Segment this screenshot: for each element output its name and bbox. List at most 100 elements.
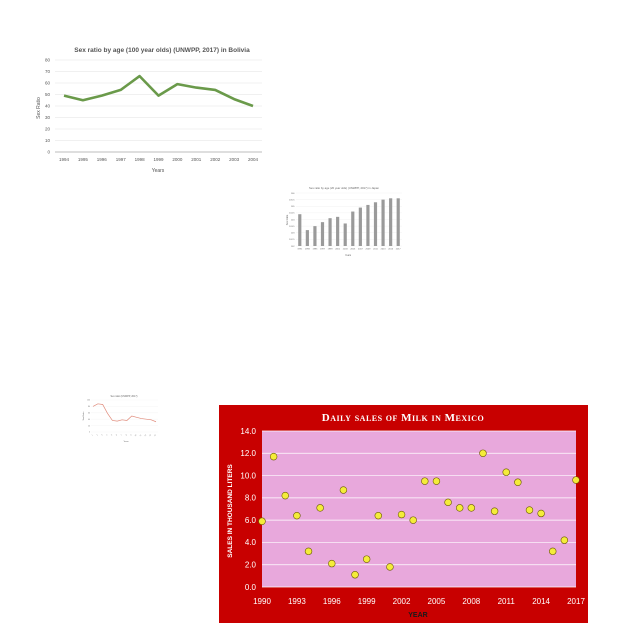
data-point [351,571,359,579]
x-tick-label: 1990 [253,597,271,606]
y-tick-label: 104.5 [289,213,295,215]
y-tick-label: 0 [89,432,90,434]
chart-title: Sex ratio by age (20 year olds) (UNWPP, … [309,186,379,190]
data-point [525,506,534,514]
x-tick-label: 13 [149,434,152,437]
x-tick-label: 2009 [365,249,371,251]
data-point [386,563,394,571]
x-tick-label: 1996 [323,597,341,606]
plot-area [262,431,576,587]
y-tick-label: 80 [88,406,90,408]
data-point [281,491,289,500]
y-axis-label: Sex Ratio [286,214,289,225]
y-tick-label: 60 [45,81,51,86]
x-tick-label: 1996 [97,157,108,162]
y-tick-label: 105.5 [289,199,295,201]
x-tick-label: 2011 [498,597,516,606]
bolivia-chart-svg: Sex ratio by age (100 year olds) (UNWPP,… [36,47,262,174]
data-point [339,486,348,494]
x-tick-label: 2013 [381,249,387,251]
bar [351,211,355,246]
x-tick-label: 2008 [462,597,480,606]
x-tick-label: 4 [106,434,108,436]
data-point [269,452,278,461]
y-tick-label: 14.0 [240,427,256,436]
y-axis-label: Sex Ratio [36,97,42,119]
x-axis-label: Year [408,612,427,619]
data-point [444,498,452,507]
small-line-chart-svg: Sex ratio (UNWPP, 2017) Sex Ratio Years … [82,395,158,443]
chart-title: Daily sales of Milk in Mexico [322,412,484,424]
data-point [572,476,580,484]
x-tick-label: 1991 [297,249,303,251]
y-tick-label: 30 [45,115,51,120]
x-tick-label: 2017 [567,597,585,606]
x-tick-label: 2001 [191,157,202,162]
data-point [362,555,371,563]
y-tick-label: 6.0 [245,516,257,525]
y-tick-label: 20 [45,127,51,132]
x-tick-label: 2002 [393,597,411,606]
data-point [304,547,313,556]
y-tick-label: 0.0 [245,583,257,592]
bar [313,226,317,246]
y-tick-label: 103.5 [289,226,295,228]
x-tick-label: 12 [144,434,147,437]
x-tick-label: 9 [130,434,132,436]
chart-title: Sex ratio by age (100 year olds) (UNWPP,… [74,47,250,54]
y-tick-label: 70 [45,69,51,74]
x-tick-label: 5 [111,434,113,436]
y-tick-label: 0 [47,150,50,155]
x-tick-label: 2014 [532,597,550,606]
x-tick-label: 2007 [358,249,364,251]
y-tick-label: 102.5 [289,239,295,241]
y-tick-label: 40 [88,419,90,421]
x-tick-label: 2 [96,434,98,436]
data-point [549,547,557,556]
bolivia-chart: Sex ratio by age (100 year olds) (UNWPP,… [30,40,270,180]
y-tick-label: 4.0 [245,538,257,547]
y-tick-label: 10.0 [240,471,256,480]
x-tick-label: 14 [154,434,157,437]
x-tick-label: 1993 [305,249,311,251]
x-tick-label: 2003 [343,249,349,251]
x-tick-label: 1995 [78,157,89,162]
bar [320,222,325,246]
bar [328,218,332,246]
x-tick-label: 10 [134,434,137,437]
x-tick-label: 1999 [153,157,164,162]
x-tick-label: 1993 [288,597,306,606]
japan-chart: Sex ratio by age (20 year olds) (UNWPP, … [282,184,406,260]
y-axis-label: Sales in thousand liters [227,464,234,558]
x-tick-label: 8 [126,434,128,436]
y-tick-label: 10 [45,138,51,143]
y-axis-label: Sex Ratio [82,411,85,421]
series-line [92,403,157,423]
x-tick-label: 1997 [320,249,326,251]
data-point [456,504,464,512]
data-point [514,478,522,486]
data-point [467,504,476,512]
data-point [537,509,545,518]
y-tick-label: 103 [291,233,295,235]
x-tick-label: 2004 [248,157,259,162]
x-tick-label: 2005 [428,597,446,606]
mexico-chart-svg: Daily sales of Milk in Mexico Sales in t… [219,405,588,623]
y-tick-label: 80 [45,58,51,63]
y-tick-label: 8.0 [245,494,257,503]
y-tick-label: 12.0 [240,449,256,458]
x-tick-label: 1995 [312,249,318,251]
bar [396,198,400,246]
y-tick-label: 106 [291,193,295,195]
japan-chart-svg: Sex ratio by age (20 year olds) (UNWPP, … [286,186,402,257]
bar [298,214,302,246]
x-axis-label: Years [345,254,352,257]
y-tick-label: 102 [291,246,295,248]
series-line [63,74,254,108]
data-point [293,511,301,520]
y-tick-label: 104 [291,219,295,221]
data-point [479,449,487,457]
data-point [409,516,417,524]
x-tick-label: 2015 [388,249,394,251]
x-tick-label: 2003 [229,157,240,162]
